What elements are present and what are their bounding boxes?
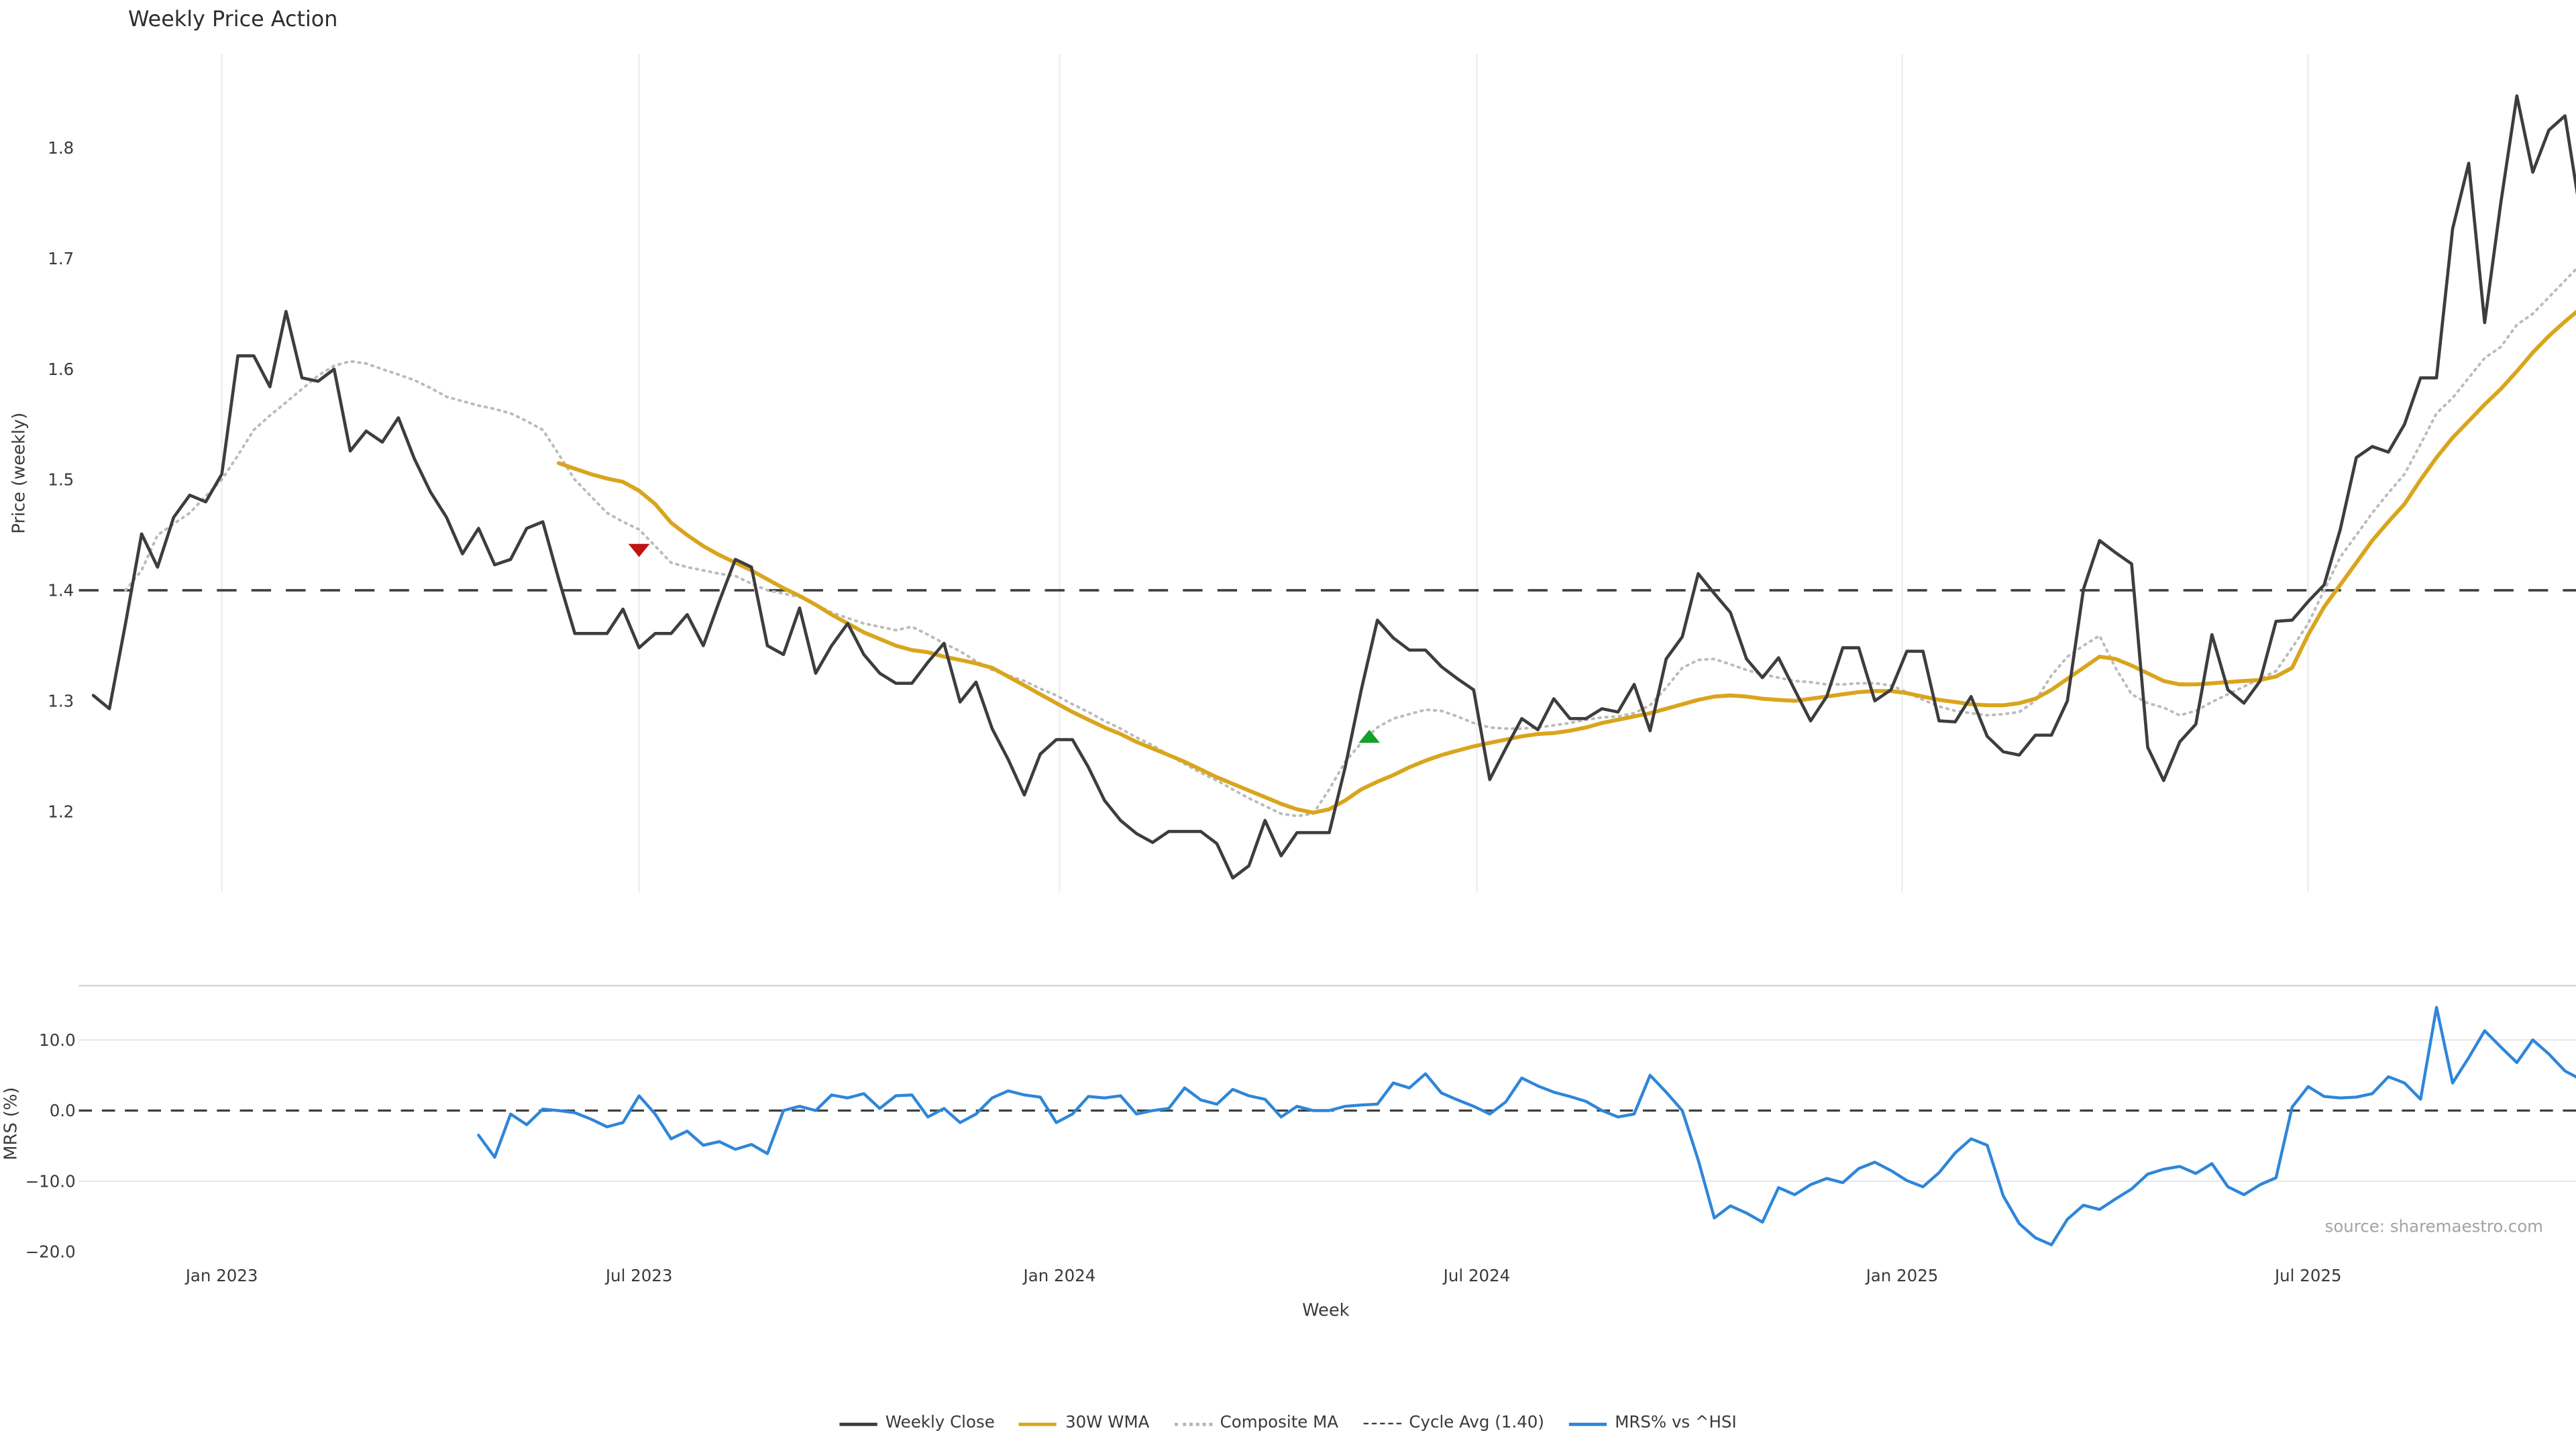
- price-gridlines: [221, 54, 2309, 892]
- legend-label: Cycle Avg (1.40): [1409, 1414, 1544, 1433]
- legend-swatch-icon: [1568, 1421, 1607, 1426]
- legend-item: MRS% vs ^HSI: [1568, 1414, 1737, 1433]
- x-tick-label: Jan 2023: [184, 1266, 258, 1285]
- sell-marker-icon: [628, 543, 650, 557]
- legend-item: Cycle Avg (1.40): [1362, 1414, 1544, 1433]
- x-tick-label: Jan 2024: [1022, 1266, 1096, 1285]
- wma-line: [556, 309, 2576, 815]
- price-y-tick-label: 1.3: [48, 691, 74, 710]
- legend-swatch-icon: [839, 1421, 877, 1426]
- price-y-tick-label: 1.7: [48, 249, 74, 268]
- x-axis-label: Week: [1302, 1301, 1350, 1321]
- page-title: Weekly Price Action: [128, 6, 337, 32]
- price-y-tick-label: 1.5: [48, 470, 74, 490]
- mrs-y-axis-label: MRS (%): [1, 1087, 21, 1161]
- x-axis: Jan 2023 Jul 2023 Jan 2024 Jul 2024 Jan 2025…: [184, 1266, 2342, 1285]
- legend-item: Composite MA: [1174, 1415, 1338, 1433]
- mrs-y-tick-label: 10.0: [39, 1030, 75, 1050]
- mrs-y-tick-label: −20.0: [25, 1242, 76, 1262]
- chart-legend: Weekly Close 30W WMA Composite MA Cycle Avg…: [0, 1415, 2576, 1433]
- price-y-tick-label: 1.6: [48, 360, 74, 379]
- price-panel: 1.8 1.7 1.6 1.5 1.4 1.3 1.2: [48, 94, 2576, 880]
- price-y-tick-label: 1.4: [48, 581, 74, 600]
- legend-swatch-icon: [1174, 1421, 1212, 1426]
- composite-ma-line: [124, 267, 2576, 818]
- legend-swatch-icon: [1019, 1421, 1057, 1426]
- legend-label: MRS% vs ^HSI: [1615, 1414, 1737, 1433]
- legend-item: 30W WMA: [1019, 1414, 1150, 1433]
- mrs-y-tick-label: 0.0: [50, 1101, 76, 1120]
- price-y-tick-label: 1.2: [48, 802, 74, 821]
- price-y-axis-label: Price (weekly): [9, 413, 30, 534]
- x-tick-label: Jul 2023: [604, 1266, 673, 1285]
- legend-label: Composite MA: [1220, 1414, 1339, 1433]
- mrs-line: [477, 1006, 2576, 1246]
- x-tick-label: Jul 2025: [2273, 1266, 2342, 1285]
- x-tick-label: Jul 2024: [1442, 1266, 1511, 1285]
- legend-label: Weekly Close: [885, 1414, 995, 1433]
- weekly-close-line: [91, 94, 2576, 880]
- legend-item: Weekly Close: [839, 1414, 995, 1433]
- price-y-tick-label: 1.8: [48, 138, 74, 158]
- mrs-panel: 10.0 0.0 −10.0 −20.0: [25, 985, 2576, 1262]
- mrs-y-tick-label: −10.0: [25, 1171, 76, 1191]
- legend-swatch-icon: [1362, 1422, 1401, 1425]
- source-credit: source: sharemaestro.com: [2325, 1217, 2543, 1236]
- x-tick-label: Jan 2025: [1865, 1266, 1939, 1285]
- legend-label: 30W WMA: [1065, 1414, 1150, 1433]
- buy-marker-icon: [1358, 729, 1381, 743]
